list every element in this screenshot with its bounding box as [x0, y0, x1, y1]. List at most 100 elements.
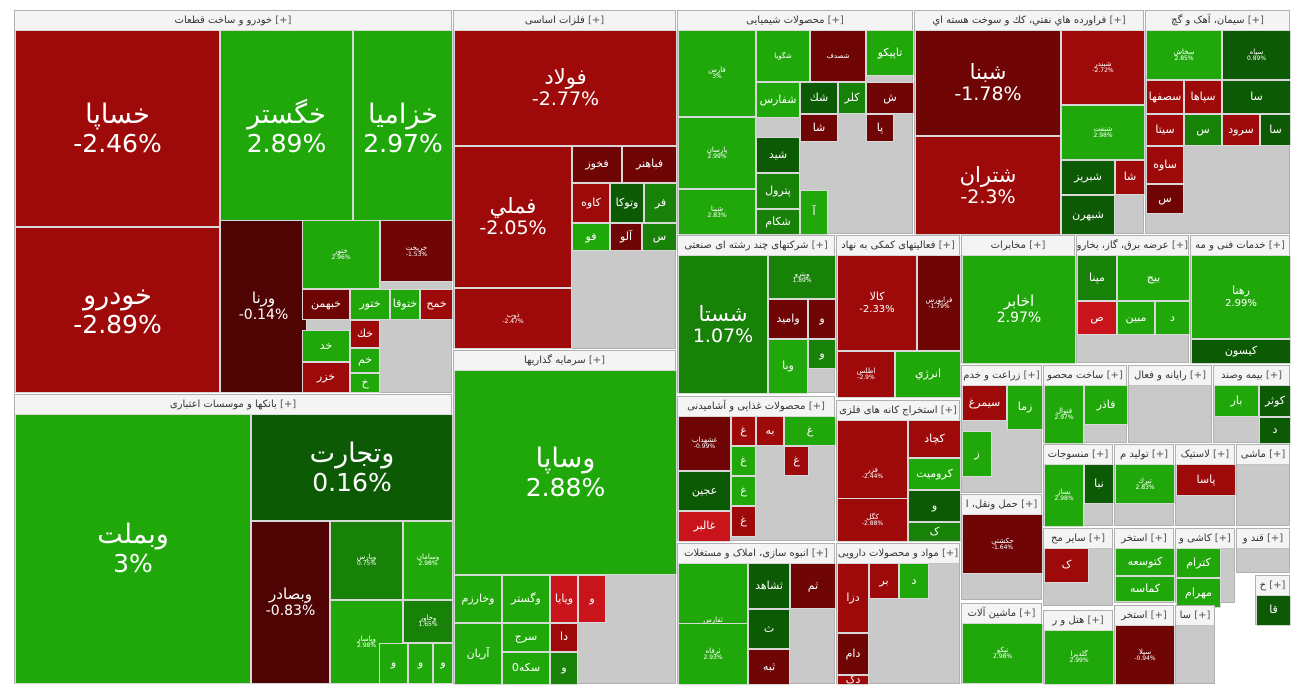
expand-icon[interactable]: [+]	[1150, 533, 1167, 544]
stock-tile[interactable]: شا	[1115, 160, 1145, 195]
stock-tile[interactable]: کروميت	[908, 458, 961, 490]
stock-tile[interactable]: سرج	[502, 623, 550, 652]
stock-tile[interactable]: خگستر 2.89%	[220, 30, 353, 227]
stock-tile[interactable]: ثشاهد	[748, 563, 790, 609]
stock-tile[interactable]: فملي -2.05%	[454, 146, 572, 288]
stock-tile[interactable]: س	[1184, 114, 1222, 146]
expand-icon[interactable]: [+]	[1194, 610, 1211, 621]
sector-header[interactable]: [+] مخابرات	[962, 236, 1074, 256]
stock-tile[interactable]: خم	[350, 348, 380, 373]
stock-tile[interactable]: دک	[837, 675, 869, 685]
sector-header[interactable]: [+] حمل ونقل، ا	[962, 495, 1041, 515]
stock-tile[interactable]: کماسه	[1115, 576, 1175, 602]
expand-icon[interactable]: [+]	[1023, 370, 1040, 381]
stock-tile[interactable]: خبهمن	[302, 289, 350, 320]
stock-tile[interactable]: گلدیرا 2.99%	[1044, 630, 1114, 685]
expand-icon[interactable]: [+]	[1019, 608, 1036, 619]
sector-header[interactable]: [+] بانکها و موسسات اعتباری	[15, 395, 451, 415]
stock-tile[interactable]: ک	[1044, 548, 1089, 583]
stock-tile[interactable]: عجين	[678, 471, 731, 511]
stock-tile[interactable]: غ	[784, 416, 836, 446]
expand-icon[interactable]: [+]	[1021, 499, 1038, 510]
expand-icon[interactable]: [+]	[1171, 240, 1188, 251]
stock-tile[interactable]: و	[408, 643, 433, 684]
expand-icon[interactable]: [+]	[1088, 533, 1106, 544]
stock-tile[interactable]: غ	[731, 506, 756, 537]
stock-tile[interactable]: و	[550, 652, 578, 685]
stock-tile[interactable]: شکام	[756, 209, 800, 235]
expand-icon[interactable]: [+]	[827, 15, 844, 26]
expand-icon[interactable]: [+]	[1087, 615, 1104, 626]
stock-tile[interactable]: پترول	[756, 173, 800, 209]
sector-header[interactable]: [+] هتل و ر	[1044, 611, 1112, 631]
stock-tile[interactable]: د	[1155, 301, 1190, 335]
stock-tile[interactable]: پاسا	[1176, 464, 1236, 496]
expand-icon[interactable]: [+]	[940, 405, 957, 416]
stock-tile[interactable]: کالا -2.33%	[837, 255, 917, 351]
stock-tile[interactable]: فباهنر	[622, 146, 677, 183]
expand-icon[interactable]: [+]	[938, 240, 955, 251]
stock-tile[interactable]: ص	[1077, 301, 1117, 335]
stock-tile[interactable]: وپترو 1.89%	[768, 255, 836, 299]
stock-tile[interactable]: شپنا 2.83%	[678, 189, 756, 235]
sector-header[interactable]: [+] سایر مح	[1044, 529, 1112, 549]
expand-icon[interactable]: [+]	[1265, 370, 1283, 381]
stock-tile[interactable]: شك	[800, 82, 838, 114]
expand-icon[interactable]: [+]	[808, 401, 825, 412]
stock-tile[interactable]: سپاها	[1184, 80, 1222, 114]
sector-header[interactable]: [+] فلزات اساسی	[454, 11, 675, 31]
stock-tile[interactable]: ک	[908, 522, 961, 542]
stock-tile[interactable]: شتران -2.3%	[915, 136, 1061, 235]
stock-tile[interactable]: شبهرن	[1061, 195, 1115, 235]
expand-icon[interactable]: [+]	[941, 548, 959, 559]
stock-tile[interactable]: به	[756, 416, 784, 446]
sector-header[interactable]: [+] فعالیتهای کمکی به نهاد	[837, 236, 959, 256]
stock-tile[interactable]: ثبه	[748, 649, 790, 685]
stock-tile[interactable]: بر	[869, 563, 899, 599]
stock-tile[interactable]: ختور 2.96%	[302, 220, 380, 289]
stock-tile[interactable]: تپکو 2.98%	[962, 623, 1043, 684]
expand-icon[interactable]: [+]	[811, 240, 828, 251]
stock-tile[interactable]: غالبر	[678, 511, 731, 542]
stock-tile[interactable]: وپارس 0.75%	[330, 521, 403, 600]
stock-tile[interactable]: فر	[644, 183, 677, 223]
stock-tile[interactable]: سا	[1260, 114, 1291, 146]
stock-tile[interactable]: و	[808, 299, 836, 339]
expand-icon[interactable]: [+]	[1092, 449, 1109, 460]
stock-tile[interactable]: ورنا -0.14%	[220, 220, 307, 393]
stock-tile[interactable]: قا	[1256, 595, 1291, 626]
expand-icon[interactable]: [+]	[1269, 580, 1286, 591]
expand-icon[interactable]: [+]	[1029, 240, 1046, 251]
expand-icon[interactable]: [+]	[811, 548, 828, 559]
stock-tile[interactable]: شبريز	[1061, 160, 1115, 195]
stock-tile[interactable]: خمح	[420, 289, 453, 320]
stock-tile[interactable]: خزر	[302, 362, 350, 393]
stock-tile[interactable]: دزا	[837, 563, 869, 633]
stock-tile[interactable]: وبا	[768, 339, 808, 394]
stock-tile[interactable]: غ	[731, 446, 756, 476]
stock-tile[interactable]: و	[433, 643, 453, 684]
stock-tile[interactable]: سپاه 0.89%	[1222, 30, 1291, 80]
sector-header[interactable]: [+] خودرو و ساخت قطعات	[15, 11, 451, 31]
stock-tile[interactable]: شصدف	[810, 30, 866, 82]
expand-icon[interactable]: [+]	[588, 355, 606, 366]
stock-tile[interactable]: و	[578, 575, 606, 623]
stock-tile[interactable]: اخابر 2.97%	[962, 255, 1076, 364]
expand-icon[interactable]: [+]	[1189, 370, 1207, 381]
stock-tile[interactable]: سكه0	[502, 652, 550, 685]
stock-tile[interactable]: خریخت -1.53%	[380, 220, 453, 282]
stock-tile[interactable]: ث	[748, 609, 790, 649]
stock-tile[interactable]: فخوز	[572, 146, 622, 183]
stock-tile[interactable]: شبندر -2.72%	[1061, 30, 1145, 105]
expand-icon[interactable]: [+]	[1150, 610, 1167, 621]
sector-header[interactable]: [+] رایانه و فعال	[1129, 366, 1211, 386]
sector-header[interactable]: [+] محصولات شیمیایی	[678, 11, 912, 31]
stock-tile[interactable]: ساوه	[1146, 146, 1184, 184]
stock-tile[interactable]: نساز 2.98%	[1044, 464, 1084, 527]
stock-tile[interactable]: سيتا	[1146, 114, 1184, 146]
stock-tile[interactable]: کترام	[1176, 548, 1221, 578]
stock-tile[interactable]: سیلا -0.94%	[1115, 625, 1175, 685]
stock-tile[interactable]: خ	[350, 373, 380, 393]
stock-tile[interactable]: اطلس -2.9%	[837, 351, 895, 398]
expand-icon[interactable]: [+]	[1106, 370, 1123, 381]
